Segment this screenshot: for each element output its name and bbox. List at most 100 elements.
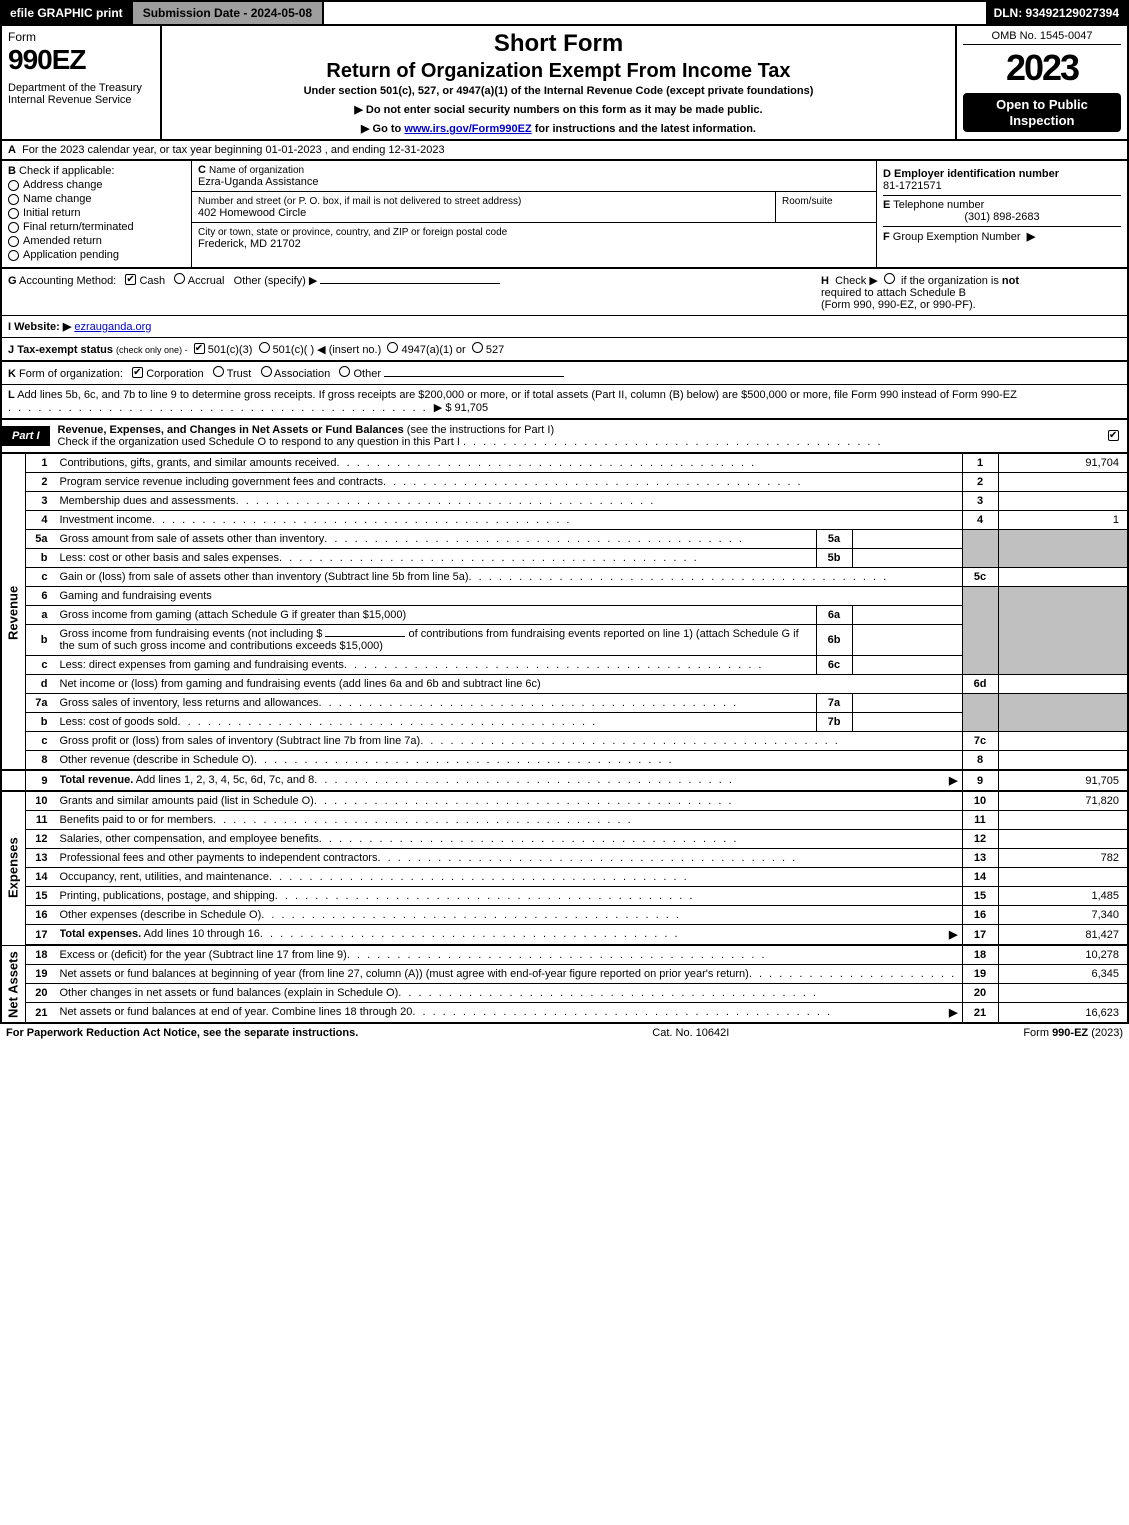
checkbox-name-change[interactable] <box>8 194 19 205</box>
num-9: 9 <box>962 770 998 791</box>
opt-other-org: Other <box>353 368 381 380</box>
irs-link[interactable]: www.irs.gov/Form990EZ <box>404 123 531 135</box>
letter-i: I <box>8 321 11 333</box>
other-specify-label: Other (specify) ▶ <box>234 275 318 287</box>
ln-10: 10 <box>26 791 56 811</box>
other-specify-input[interactable] <box>320 283 500 284</box>
ln-9: 9 <box>26 770 56 791</box>
section-l: L Add lines 5b, 6c, and 7b to line 9 to … <box>0 385 1129 420</box>
desc-14: Occupancy, rent, utilities, and maintena… <box>60 871 270 883</box>
sidecat-net-assets: Net Assets <box>1 945 26 1023</box>
desc-9b: Add lines 1, 2, 3, 4, 5c, 6d, 7c, and 8 <box>133 774 314 786</box>
desc-3: Membership dues and assessments <box>60 495 236 507</box>
ln-6b: b <box>26 625 56 656</box>
ln-5a: 5a <box>26 530 56 549</box>
ln-1: 1 <box>26 454 56 473</box>
section-a: A For the 2023 calendar year, or tax yea… <box>0 141 1129 161</box>
section-c: C Name of organization Ezra-Uganda Assis… <box>192 161 877 267</box>
checkbox-cash[interactable] <box>125 274 136 285</box>
val-20 <box>998 984 1128 1003</box>
val-6d <box>998 675 1128 694</box>
desc-6a: Gross income from gaming (attach Schedul… <box>60 609 407 621</box>
h-text1: Check ▶ <box>835 275 878 287</box>
section-k: K Form of organization: Corporation Trus… <box>0 362 1129 385</box>
fundraising-amount-input[interactable] <box>325 636 405 637</box>
department-label: Department of the Treasury Internal Reve… <box>8 82 154 106</box>
checkbox-schedule-o-part1[interactable] <box>1108 430 1119 441</box>
desc-5b: Less: cost or other basis and sales expe… <box>60 552 280 564</box>
subval-6a <box>852 606 962 625</box>
part-1-title-sub: (see the instructions for Part I) <box>407 424 554 436</box>
part-1-label: Part I <box>2 426 50 446</box>
ln-13: 13 <box>26 849 56 868</box>
val-5c <box>998 568 1128 587</box>
num-17: 17 <box>962 925 998 946</box>
ln-6d: d <box>26 675 56 694</box>
efile-print-button[interactable]: efile GRAPHIC print <box>2 2 133 24</box>
desc-1: Contributions, gifts, grants, and simila… <box>60 457 337 469</box>
section-a-text: For the 2023 calendar year, or tax year … <box>22 144 445 156</box>
ln-6: 6 <box>26 587 56 606</box>
section-l-amount: $ 91,705 <box>445 402 488 414</box>
val-2 <box>998 473 1128 492</box>
h-text2: if the organization is <box>901 275 1002 287</box>
checkbox-amended-return[interactable] <box>8 236 19 247</box>
opt-501c3: 501(c)(3) <box>208 344 253 356</box>
ein-label: Employer identification number <box>894 168 1059 180</box>
checkbox-accrual[interactable] <box>174 273 185 284</box>
h-text4: (Form 990, 990-EZ, or 990-PF). <box>821 299 976 311</box>
checkbox-corporation[interactable] <box>132 367 143 378</box>
org-address: 402 Homewood Circle <box>198 207 306 219</box>
checkbox-trust[interactable] <box>213 366 224 377</box>
val-3 <box>998 492 1128 511</box>
ln-8: 8 <box>26 751 56 771</box>
num-12: 12 <box>962 830 998 849</box>
letter-h: H <box>821 275 829 287</box>
val-13: 782 <box>998 849 1128 868</box>
instruction-goto: ▶ Go to www.irs.gov/Form990EZ for instru… <box>168 122 949 135</box>
checkbox-final-return[interactable] <box>8 222 19 233</box>
footer-right: Form 990-EZ (2023) <box>1023 1027 1123 1039</box>
subval-5b <box>852 549 962 568</box>
num-14: 14 <box>962 868 998 887</box>
checkbox-association[interactable] <box>261 366 272 377</box>
desc-4: Investment income <box>60 514 152 526</box>
checkbox-schedule-b[interactable] <box>884 273 895 284</box>
num-10: 10 <box>962 791 998 811</box>
checkbox-4947[interactable] <box>387 342 398 353</box>
dln-label: DLN: 93492129027394 <box>986 2 1127 24</box>
cb-label-3: Final return/terminated <box>23 221 134 233</box>
other-org-input[interactable] <box>384 376 564 377</box>
letter-k: K <box>8 368 16 380</box>
subval-5a <box>852 530 962 549</box>
val-12 <box>998 830 1128 849</box>
phone-value: (301) 898-2683 <box>883 211 1121 223</box>
accrual-label: Accrual <box>188 275 225 287</box>
opt-4947: 4947(a)(1) or <box>401 344 465 356</box>
ln-6a: a <box>26 606 56 625</box>
num-3: 3 <box>962 492 998 511</box>
checkbox-address-change[interactable] <box>8 180 19 191</box>
num-21: 21 <box>962 1003 998 1024</box>
checkbox-other-org[interactable] <box>339 366 350 377</box>
checkbox-501c3[interactable] <box>194 343 205 354</box>
h-not: not <box>1002 275 1019 287</box>
num-2: 2 <box>962 473 998 492</box>
arrow-icon: ▶ <box>1027 231 1035 243</box>
short-form-title: Short Form <box>168 30 949 58</box>
checkbox-initial-return[interactable] <box>8 208 19 219</box>
sidecat-revenue: Revenue <box>1 454 26 770</box>
sub-7b: 7b <box>816 713 852 732</box>
checkbox-527[interactable] <box>472 342 483 353</box>
subval-7a <box>852 694 962 713</box>
footer-center: Cat. No. 10642I <box>358 1027 1023 1039</box>
ln-12: 12 <box>26 830 56 849</box>
sub-6a: 6a <box>816 606 852 625</box>
ln-3: 3 <box>26 492 56 511</box>
subval-6c <box>852 656 962 675</box>
checkbox-application-pending[interactable] <box>8 250 19 261</box>
num-4: 4 <box>962 511 998 530</box>
checkbox-501c[interactable] <box>259 342 270 353</box>
ein-value: 81-1721571 <box>883 180 942 192</box>
website-link[interactable]: ezrauganda.org <box>74 321 151 333</box>
